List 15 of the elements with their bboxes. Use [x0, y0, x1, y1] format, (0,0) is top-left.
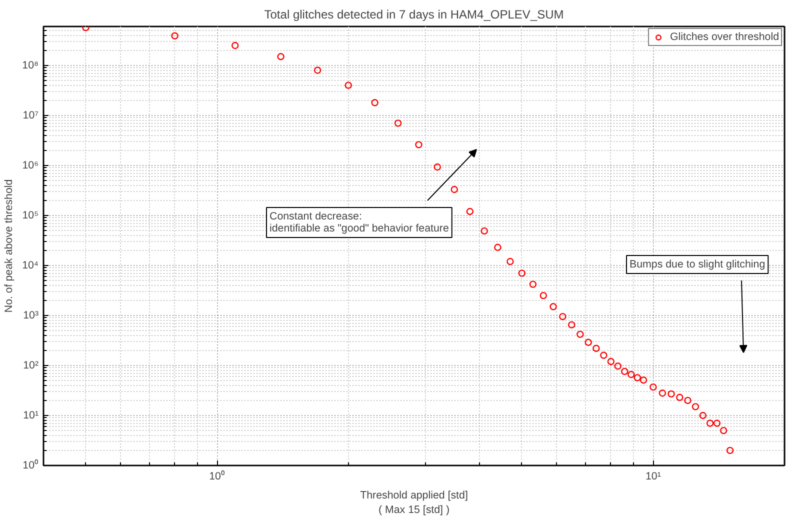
y-tick-label: 10⁵ — [22, 209, 39, 222]
y-tick-label: 10⁴ — [22, 259, 39, 272]
y-tick-label: 10⁷ — [22, 109, 39, 122]
y-tick-label: 10³ — [23, 309, 39, 322]
y-tick-label: 10⁰ — [22, 458, 39, 472]
legend-label: Glitches over threshold — [670, 31, 779, 43]
y-tick-label: 10⁸ — [22, 59, 39, 72]
x-axis-title: Threshold applied [std] ( Max 15 [std] ) — [360, 490, 468, 516]
annotation: Constant decrease: identifiable as "good" behavior feature — [270, 210, 449, 234]
y-tick-label: 10⁶ — [22, 159, 39, 172]
y-tick-label: 10¹ — [23, 409, 39, 422]
y-tick-label: 10² — [23, 359, 39, 372]
annotation: Bumps due to slight glitching — [630, 258, 766, 270]
y-axis-title: No. of peak above threshold — [3, 179, 16, 313]
chart-title: Total glitches detected in 7 days in HAM4_OPLEV_SUM — [264, 8, 564, 22]
